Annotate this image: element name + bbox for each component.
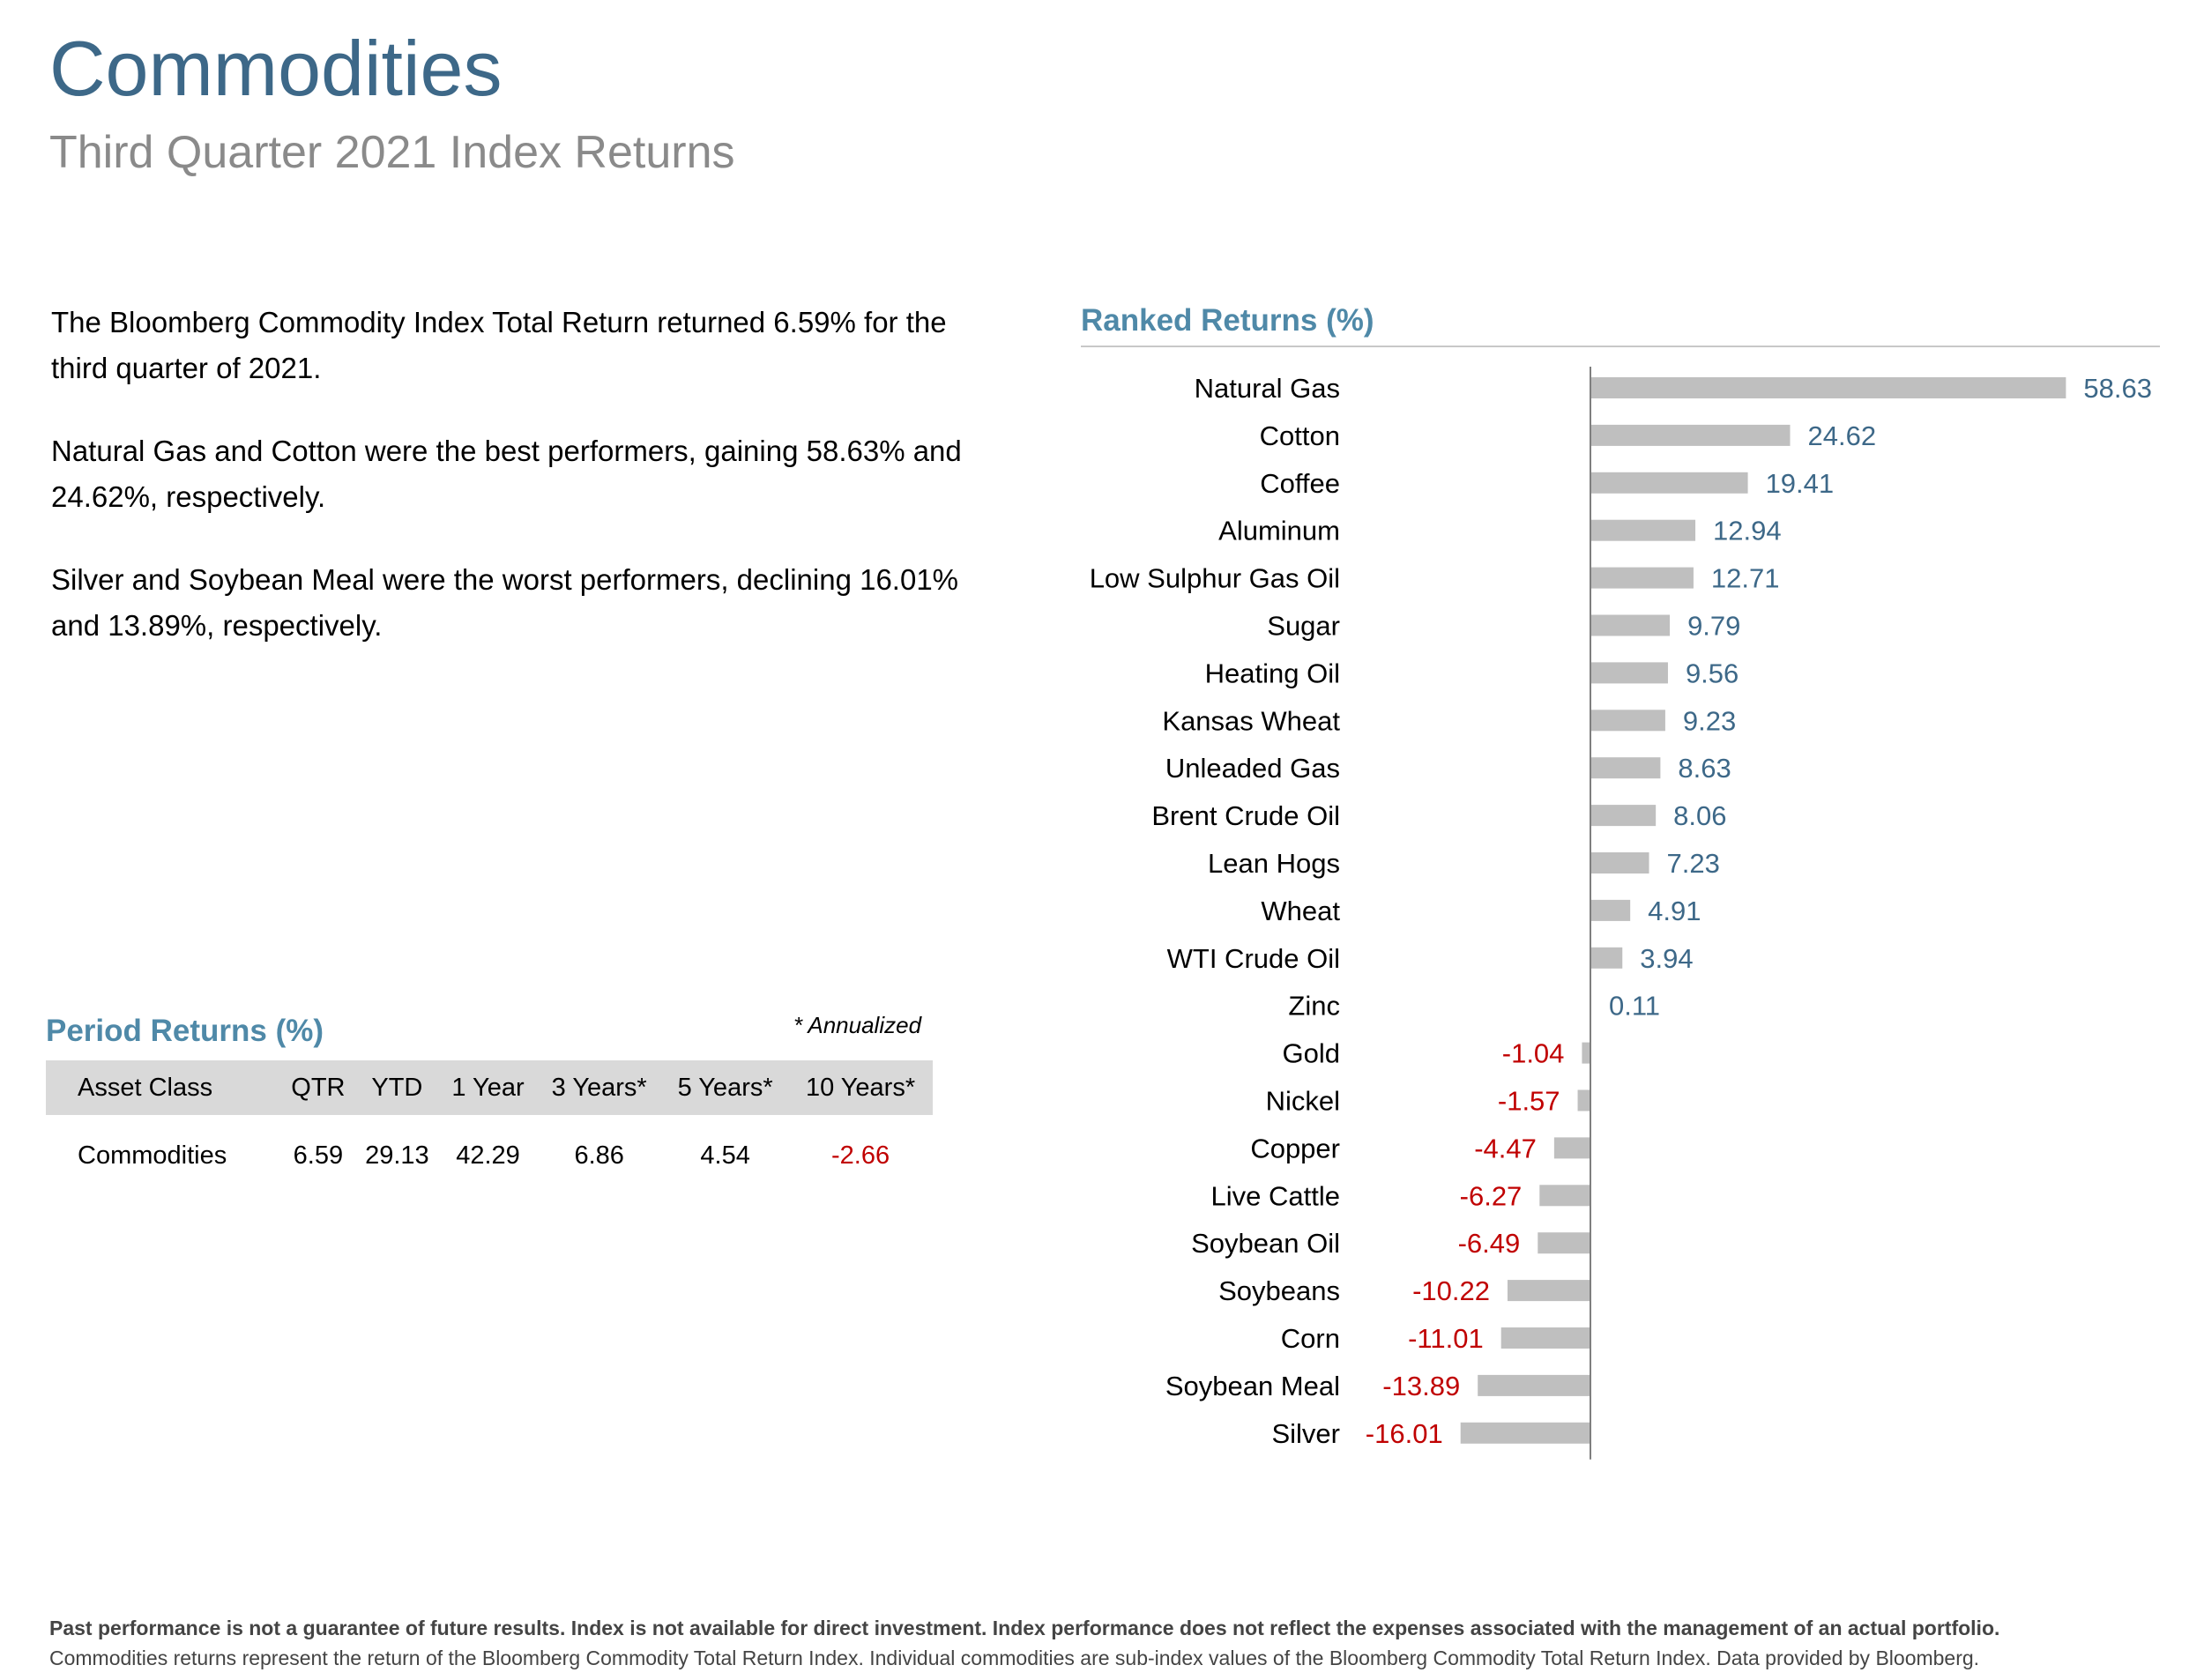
category-label: Silver (1271, 1418, 1340, 1449)
value-label: 9.23 (1683, 705, 1736, 736)
category-label: Kansas Wheat (1162, 705, 1340, 736)
bar (1577, 1089, 1590, 1111)
value-label: 3.94 (1640, 943, 1693, 974)
bar (1590, 805, 1657, 827)
header-1-year: 1 Year (439, 1060, 537, 1115)
bar (1590, 710, 1665, 732)
bar (1478, 1374, 1590, 1396)
category-label: Copper (1250, 1133, 1340, 1163)
header-asset-class: Asset Class (46, 1060, 282, 1115)
bar (1590, 899, 1631, 921)
ranked-returns-title: Ranked Returns (%) (1081, 303, 1374, 338)
footer-disclaimer-normal: Commodities returns represent the return… (49, 1647, 1980, 1669)
category-label: Zinc (1288, 991, 1340, 1022)
summary-paragraph-1: The Bloomberg Commodity Index Total Retu… (51, 306, 947, 384)
ranked-returns-divider (1081, 346, 2160, 347)
value-label: 8.06 (1673, 800, 1726, 831)
bar (1590, 519, 1696, 541)
bar (1590, 852, 1649, 873)
bar (1538, 1232, 1590, 1254)
category-label: Soybean Meal (1165, 1371, 1340, 1401)
cell-ytd: 29.13 (365, 1141, 429, 1170)
footer-disclaimer: Past performance is not a guarantee of f… (49, 1613, 2165, 1673)
summary-text: The Bloomberg Commodity Index Total Retu… (51, 300, 968, 686)
category-label: Soybean Oil (1191, 1228, 1340, 1259)
period-returns-title: Period Returns (%) (46, 1014, 324, 1048)
header-qtr: QTR (281, 1060, 354, 1115)
value-label: -1.04 (1502, 1038, 1565, 1069)
value-label: 0.11 (1609, 991, 1660, 1022)
value-label: 12.71 (1711, 563, 1780, 594)
bar (1590, 947, 1623, 969)
summary-paragraph-2: Natural Gas and Cotton were the best per… (51, 435, 962, 513)
value-label: 8.63 (1678, 753, 1731, 784)
header-5-years: 5 Years* (662, 1060, 789, 1115)
footer-disclaimer-bold: Past performance is not a guarantee of f… (49, 1617, 2000, 1639)
value-label: -10.22 (1412, 1275, 1490, 1306)
bar (1553, 1137, 1590, 1159)
category-label: Live Cattle (1211, 1180, 1340, 1211)
header-3-years: 3 Years* (536, 1060, 663, 1115)
category-label: Wheat (1261, 896, 1340, 926)
value-label: 9.79 (1687, 611, 1740, 642)
value-label: 58.63 (2083, 373, 2152, 404)
value-label: 7.23 (1667, 848, 1720, 879)
value-label: -16.01 (1366, 1418, 1443, 1449)
bar (1590, 472, 1748, 494)
cell-qtr: 6.59 (293, 1141, 344, 1170)
annualized-note: * Annualized (793, 1012, 922, 1038)
bar (1590, 567, 1694, 589)
table-row: Commodities 6.59 29.13 42.29 6.86 4.54 -… (46, 1115, 933, 1196)
period-returns-table: Asset Class QTR YTD 1 Year 3 Years* 5 Ye… (46, 1060, 933, 1196)
value-label: -11.01 (1408, 1323, 1484, 1354)
cell-10-years: -2.66 (830, 1141, 890, 1170)
bar (1582, 1042, 1590, 1064)
bar (1590, 424, 1791, 446)
bar (1590, 757, 1661, 779)
value-label: 4.91 (1648, 896, 1701, 926)
category-label: Nickel (1266, 1086, 1340, 1117)
value-label: 12.94 (1713, 516, 1782, 546)
summary-paragraph-3: Silver and Soybean Meal were the worst p… (51, 563, 959, 642)
category-label: Coffee (1260, 468, 1340, 499)
ranked-returns-chart: Natural Gas 58.63 Cotton 24.62 Coffee 19.41 Al… (1090, 367, 2152, 1460)
category-label: Low Sulphur Gas Oil (1090, 563, 1340, 594)
category-label: Natural Gas (1195, 373, 1340, 404)
period-table-header-row: Asset Class QTR YTD 1 Year 3 Years* 5 Ye… (46, 1060, 933, 1115)
value-label: -6.27 (1460, 1180, 1523, 1211)
bar (1507, 1280, 1590, 1302)
category-label: Corn (1281, 1323, 1340, 1354)
category-label: Sugar (1267, 611, 1340, 642)
category-label: Gold (1283, 1038, 1340, 1069)
value-label: -6.49 (1458, 1228, 1521, 1259)
value-label: -13.89 (1382, 1371, 1460, 1401)
bar (1590, 614, 1671, 636)
bar (1590, 377, 2066, 398)
bar (1590, 662, 1668, 684)
value-label: -4.47 (1474, 1133, 1537, 1163)
header-10-years: 10 Years* (788, 1060, 933, 1115)
category-label: Unleaded Gas (1165, 753, 1340, 784)
cell-5-years: 4.54 (700, 1141, 750, 1170)
bar (1500, 1327, 1590, 1349)
category-label: Brent Crude Oil (1151, 800, 1340, 831)
value-label: 19.41 (1766, 468, 1835, 499)
category-label: Cotton (1260, 420, 1340, 451)
bar (1460, 1422, 1590, 1444)
category-label: Heating Oil (1205, 658, 1340, 688)
value-label: 24.62 (1808, 420, 1877, 451)
cell-asset-class: Commodities (78, 1141, 227, 1170)
category-label: WTI Crude Oil (1167, 943, 1340, 974)
category-label: Soybeans (1218, 1275, 1340, 1306)
value-label: -1.57 (1498, 1086, 1560, 1117)
cell-1-year: 42.29 (456, 1141, 520, 1170)
page-title: Commodities (49, 25, 503, 112)
page-subtitle: Third Quarter 2021 Index Returns (49, 127, 735, 178)
category-label: Aluminum (1218, 516, 1340, 546)
value-label: 9.56 (1686, 658, 1739, 688)
header-ytd: YTD (354, 1060, 440, 1115)
cell-3-years: 6.86 (574, 1141, 624, 1170)
category-label: Lean Hogs (1208, 848, 1340, 879)
bar (1539, 1185, 1590, 1207)
